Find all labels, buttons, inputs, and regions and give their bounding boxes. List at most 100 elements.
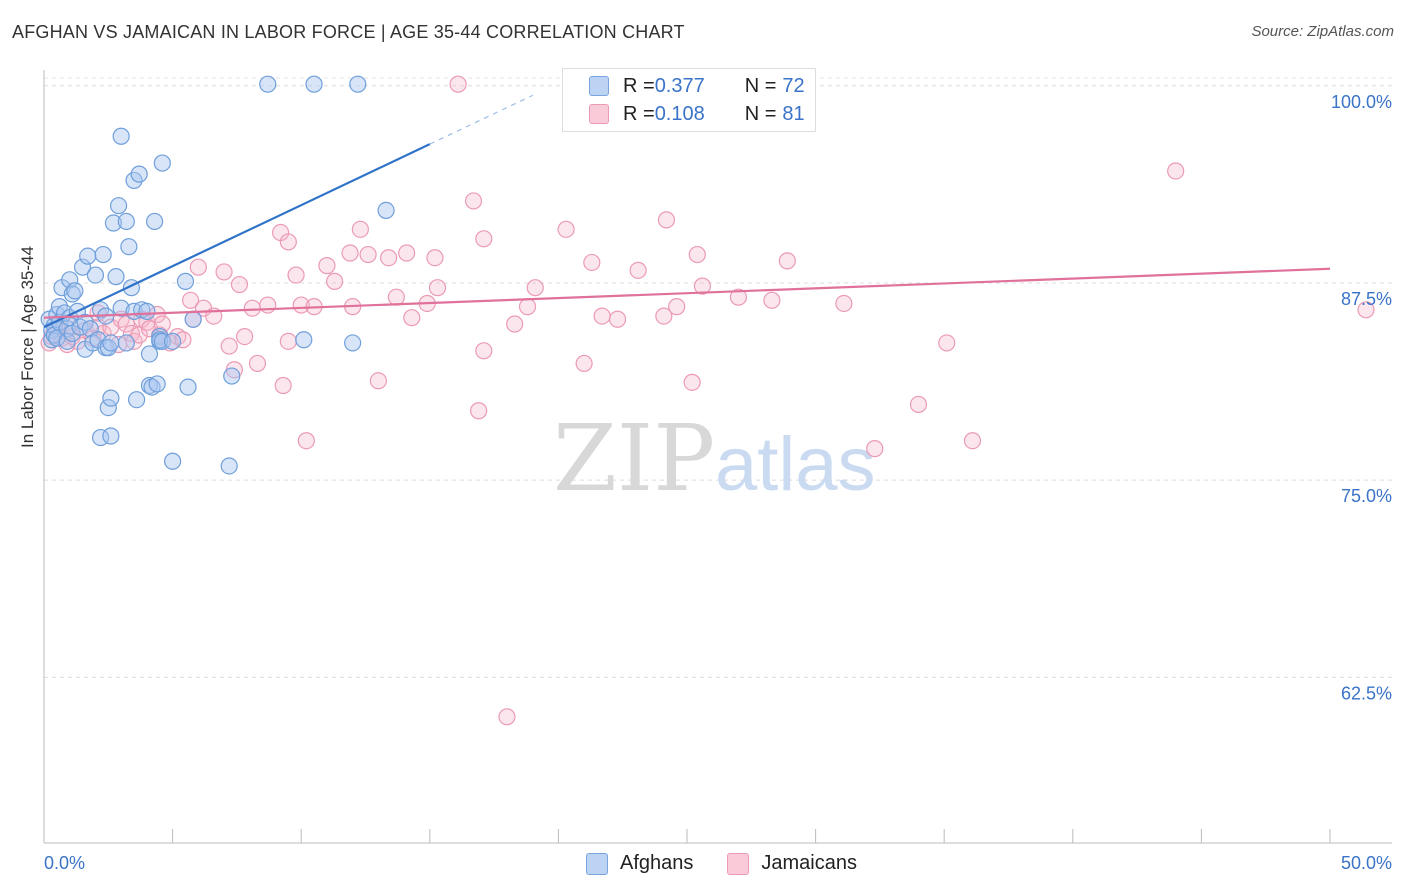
afghan-point xyxy=(102,389,120,407)
source-label: Source: ZipAtlas.com xyxy=(1251,23,1394,40)
afghans-points xyxy=(40,75,395,475)
jamaican-point xyxy=(575,354,593,373)
afghan-point xyxy=(127,391,146,409)
afghan-point xyxy=(112,299,130,317)
afghan-point xyxy=(66,282,84,300)
legend-r-value-afghans: 0.377 xyxy=(654,74,705,97)
jamaican-point xyxy=(729,288,748,306)
series-swatch-jamaicans xyxy=(727,852,750,875)
afghan-point xyxy=(104,214,123,232)
jamaican-point xyxy=(189,258,207,276)
jamaican-point xyxy=(428,279,447,297)
jamaican-point xyxy=(297,432,315,450)
jamaican-point xyxy=(279,233,297,251)
afghan-point xyxy=(117,212,135,231)
legend-n-label: N = xyxy=(744,74,777,97)
afghan-point xyxy=(99,339,117,357)
legend-row-jamaicans: R = 0.108 N = 81 xyxy=(589,102,805,126)
series-label-afghans: Afghans xyxy=(620,852,694,874)
afghan-point xyxy=(73,258,92,276)
afghan-point xyxy=(130,165,148,183)
trend-lines xyxy=(43,94,1331,329)
jamaican-point xyxy=(230,275,249,294)
afghan-point xyxy=(184,310,202,328)
legend-r-label: R = xyxy=(623,74,655,97)
jamaican-point xyxy=(117,315,135,333)
jamaican-point xyxy=(593,307,611,325)
jamaicans-points xyxy=(40,75,1375,726)
legend-r-label: R = xyxy=(623,102,655,125)
watermark-atlas: atlas xyxy=(715,422,876,507)
series-legend: Afghans Jamaicans xyxy=(586,852,891,875)
jamaicans-trend-line xyxy=(43,267,1331,319)
afghan-point xyxy=(112,127,130,145)
legend-swatch-afghans xyxy=(589,76,609,96)
afghan-point xyxy=(117,334,135,352)
jamaican-point xyxy=(215,263,233,281)
jamaican-point xyxy=(169,328,187,346)
watermark-zip: ZIP xyxy=(553,405,715,512)
afghan-point xyxy=(145,212,164,231)
y-tick-label: 62.5% xyxy=(1341,683,1392,703)
jamaican-point xyxy=(655,307,673,325)
y-tick-label: 87.5% xyxy=(1341,289,1392,309)
jamaican-point xyxy=(274,376,292,395)
jamaican-point xyxy=(475,230,493,248)
afghan-point xyxy=(138,302,156,320)
jamaican-point xyxy=(248,354,267,373)
jamaican-point xyxy=(220,337,238,355)
jamaican-point xyxy=(963,432,982,450)
jamaican-point xyxy=(369,372,387,390)
jamaican-point xyxy=(683,373,701,391)
jamaican-point xyxy=(380,249,398,267)
legend-n-label: N = xyxy=(744,102,777,125)
afghan-point xyxy=(143,378,161,396)
series-swatch-afghans xyxy=(586,852,608,875)
jamaican-point xyxy=(359,245,377,264)
jamaican-point xyxy=(629,261,647,279)
afghan-point xyxy=(349,75,367,93)
afghan-point xyxy=(120,238,138,256)
jamaican-point xyxy=(318,257,336,275)
jamaican-point xyxy=(236,328,254,346)
legend-row-afghans: R = 0.377 N = 72 xyxy=(589,74,805,98)
afghan-point xyxy=(94,245,112,264)
jamaican-point xyxy=(341,244,359,262)
series-legend-jamaicans: Jamaicans xyxy=(727,852,857,875)
jamaican-point xyxy=(518,298,537,316)
afghan-point xyxy=(63,285,81,303)
tick-labels: 62.5% 75.0% 87.5% 100.0% 0.0% 50.0% xyxy=(44,92,1392,873)
x-tick-label: 50.0% xyxy=(1341,853,1392,873)
legend-r-value-jamaicans: 0.108 xyxy=(654,102,705,125)
jamaican-point xyxy=(259,296,277,314)
afghan-point xyxy=(102,334,120,352)
afghan-point xyxy=(84,334,102,352)
jamaican-point xyxy=(1357,301,1375,319)
jamaican-point xyxy=(470,402,488,420)
jamaican-point xyxy=(778,252,796,270)
afghan-point xyxy=(259,75,277,93)
jamaican-point xyxy=(426,249,444,267)
series-label-jamaicans: Jamaicans xyxy=(761,852,857,874)
series-legend-afghans: Afghans xyxy=(586,852,693,875)
jamaican-point xyxy=(326,272,344,290)
x-tick-label: 0.0% xyxy=(44,853,85,873)
afghan-point xyxy=(58,320,76,338)
jamaican-point xyxy=(909,395,928,414)
jamaican-point xyxy=(287,266,305,284)
y-tick-label: 100.0% xyxy=(1331,92,1392,112)
afghan-point xyxy=(305,75,323,93)
axes xyxy=(43,70,1392,844)
jamaican-point xyxy=(693,277,712,295)
grid-lines xyxy=(44,77,1392,678)
afghan-point xyxy=(61,271,79,289)
afghan-point xyxy=(176,272,195,290)
afghan-point xyxy=(164,332,182,350)
afghan-point xyxy=(377,201,395,220)
jamaican-point xyxy=(403,309,421,327)
legend-swatch-jamaicans xyxy=(589,104,609,124)
y-axis-label: In Labor Force | Age 35-44 xyxy=(18,246,37,448)
legend-n-value-jamaicans: 81 xyxy=(782,102,805,125)
jamaican-point xyxy=(475,342,493,360)
